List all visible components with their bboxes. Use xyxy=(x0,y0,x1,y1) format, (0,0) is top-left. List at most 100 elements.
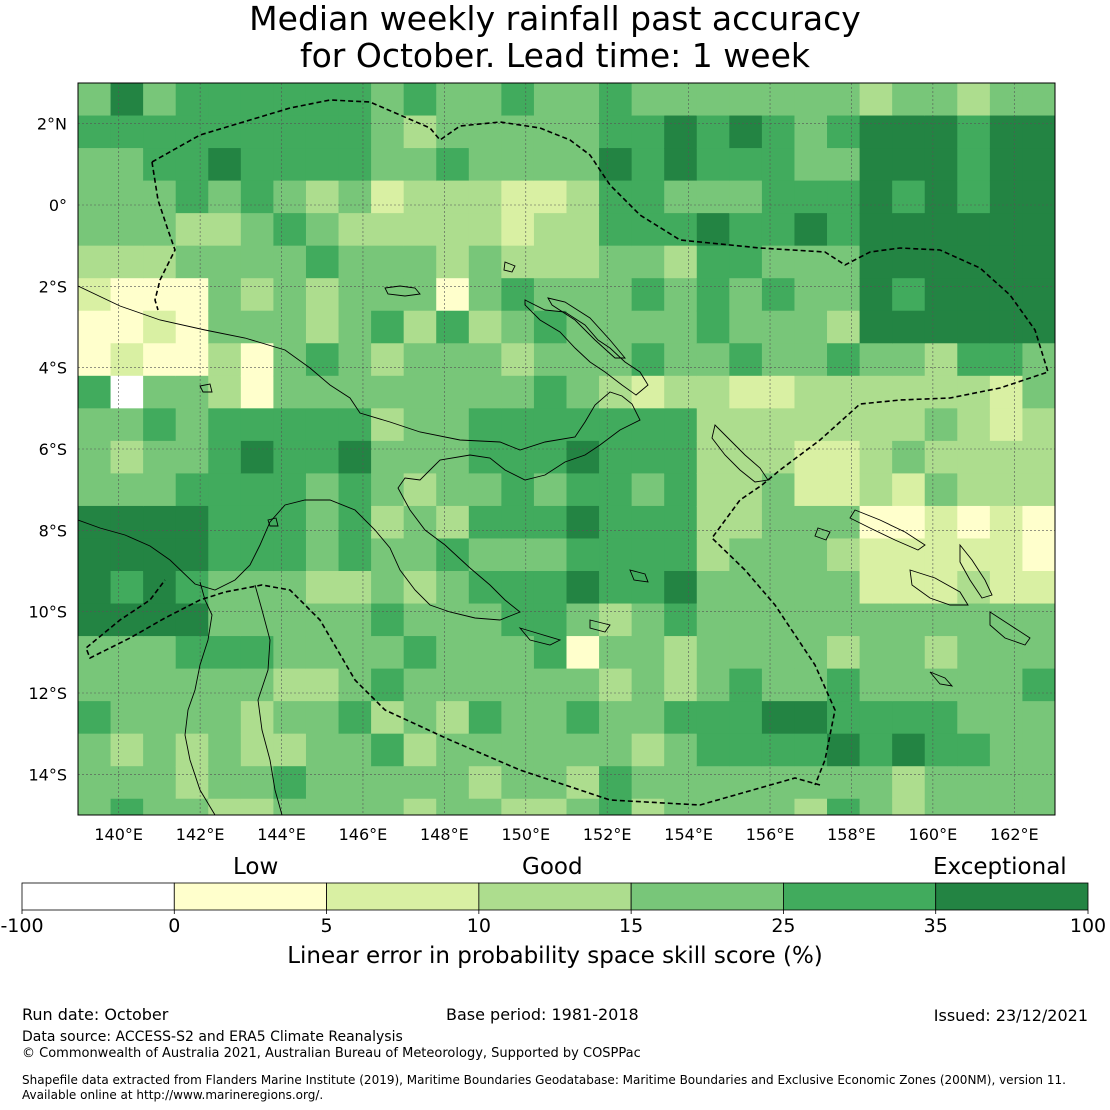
skill-cell xyxy=(78,733,112,767)
skill-cell xyxy=(794,375,828,409)
skill-cell xyxy=(338,408,372,442)
malaita-coastline xyxy=(959,543,993,599)
skill-cell xyxy=(599,408,633,442)
skill-cell xyxy=(78,148,112,182)
skill-cell xyxy=(859,83,893,117)
skill-cell xyxy=(1022,766,1055,800)
skill-cell xyxy=(599,636,633,670)
skill-cell xyxy=(501,310,535,344)
skill-cell xyxy=(631,245,665,279)
skill-cell xyxy=(78,83,112,117)
skill-cell xyxy=(273,733,307,767)
skill-cell xyxy=(631,343,665,377)
skill-cell xyxy=(240,538,274,572)
skill-cell xyxy=(208,213,242,247)
skill-cell xyxy=(989,343,1024,377)
skill-cell xyxy=(892,213,926,247)
skill-cell xyxy=(729,115,763,149)
skill-cell xyxy=(859,278,893,312)
skill-cell xyxy=(664,245,698,279)
skill-cell xyxy=(338,668,372,702)
skill-cell xyxy=(501,180,535,214)
skill-cell xyxy=(631,375,665,409)
skill-cell xyxy=(436,636,470,670)
skill-cell xyxy=(892,343,926,377)
skill-cell xyxy=(371,733,405,767)
skill-cell xyxy=(892,310,926,344)
skill-cell xyxy=(468,636,502,670)
skill-cell xyxy=(110,408,144,442)
skill-cell xyxy=(631,766,665,800)
skill-cell xyxy=(78,245,112,279)
longitude-tick-label: 160°E xyxy=(909,825,958,844)
longitude-tick-label: 142°E xyxy=(176,825,225,844)
skill-cell xyxy=(599,180,633,214)
skill-cell xyxy=(827,603,861,637)
skill-cell xyxy=(892,440,926,474)
skill-cell xyxy=(1022,733,1055,767)
skill-cell xyxy=(664,83,698,117)
skill-cell xyxy=(273,408,307,442)
skill-cell xyxy=(436,733,470,767)
skill-cell xyxy=(599,571,633,605)
skill-cell xyxy=(143,375,177,409)
latitude-tick-label: 14°S xyxy=(28,765,67,784)
skill-cell xyxy=(566,245,600,279)
skill-cell xyxy=(468,505,502,540)
skill-cell xyxy=(143,245,177,279)
skill-grid xyxy=(78,83,1055,815)
skill-cell xyxy=(566,733,600,767)
skill-cell xyxy=(794,310,828,344)
skill-cell xyxy=(338,180,372,214)
skill-cell xyxy=(78,278,112,312)
skill-cell xyxy=(501,83,535,117)
skill-cell xyxy=(631,278,665,312)
skill-cell xyxy=(892,603,926,637)
skill-cell xyxy=(761,440,796,474)
skill-cell xyxy=(566,505,600,540)
skill-cell xyxy=(566,180,600,214)
skill-cell xyxy=(305,115,340,149)
skill-cell xyxy=(924,440,958,474)
skill-cell xyxy=(827,733,861,767)
skill-cell xyxy=(403,83,437,117)
skill-cell xyxy=(1022,83,1055,117)
skill-cell xyxy=(273,603,307,637)
skill-cell xyxy=(924,310,958,344)
skill-cell xyxy=(957,701,991,735)
skill-cell xyxy=(403,148,437,182)
skill-cell xyxy=(729,668,763,702)
graticule xyxy=(78,83,1055,815)
skill-cell xyxy=(696,798,730,815)
skill-cell xyxy=(729,83,763,117)
skill-cell xyxy=(859,408,893,442)
skill-cell xyxy=(371,505,405,540)
skill-cell xyxy=(273,213,307,247)
skill-cell xyxy=(664,733,698,767)
skill-cell xyxy=(208,375,242,409)
skill-cell xyxy=(1022,245,1055,279)
skill-cell xyxy=(664,408,698,442)
colorbar-swatch xyxy=(630,882,784,911)
skill-cell xyxy=(468,115,502,149)
latitude-tick-label: 12°S xyxy=(28,684,67,703)
skill-cell xyxy=(989,115,1024,149)
skill-cell xyxy=(859,701,893,735)
skill-cell xyxy=(696,115,730,149)
skill-cell xyxy=(761,375,796,409)
skill-cell xyxy=(436,278,470,312)
skill-cell xyxy=(338,83,372,117)
skill-cell xyxy=(403,603,437,637)
longitude-tick-label: 148°E xyxy=(420,825,469,844)
latitude-tick-label: 4°S xyxy=(39,359,67,378)
skill-cell xyxy=(924,213,958,247)
skill-cell xyxy=(240,115,274,149)
skill-cell xyxy=(110,473,144,507)
skill-cell xyxy=(436,343,470,377)
skill-cell xyxy=(989,766,1024,800)
skill-cell xyxy=(827,701,861,735)
skill-cell xyxy=(78,180,112,214)
longitude-tick-label: 162°E xyxy=(990,825,1039,844)
skill-cell xyxy=(827,343,861,377)
skill-cell xyxy=(1022,668,1055,702)
